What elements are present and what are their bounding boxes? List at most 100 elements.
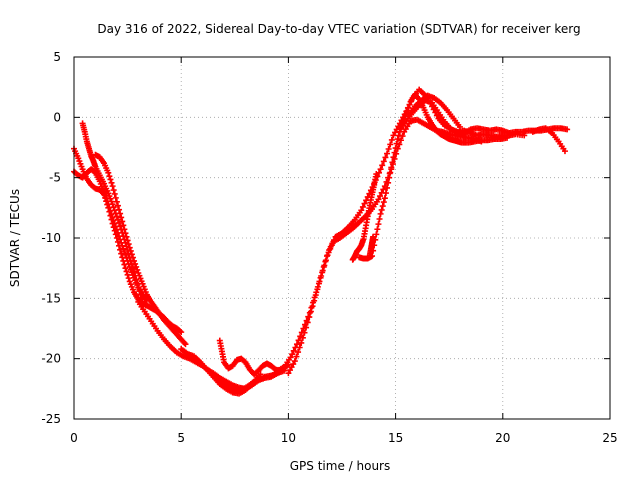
data-point-marker xyxy=(114,202,121,209)
data-point-marker xyxy=(110,204,117,211)
data-point-marker xyxy=(456,123,463,130)
data-point-marker xyxy=(304,319,311,326)
data-point-marker xyxy=(309,303,316,310)
series-sat-track-4 xyxy=(92,151,189,348)
data-point-marker xyxy=(122,251,129,258)
data-point-marker xyxy=(377,210,384,217)
data-point-marker xyxy=(295,349,302,356)
data-point-marker xyxy=(137,291,144,298)
data-point-marker xyxy=(116,206,123,213)
data-point-marker xyxy=(378,206,385,213)
x-axis-title: GPS time / hours xyxy=(290,459,391,473)
data-point-marker xyxy=(109,214,116,221)
data-point-marker xyxy=(293,341,300,348)
data-point-marker xyxy=(374,226,381,233)
data-point-marker xyxy=(129,265,136,272)
x-tick-label: 10 xyxy=(281,431,296,445)
series-sat-track-15 xyxy=(529,125,568,155)
data-point-marker xyxy=(327,245,334,252)
data-point-marker xyxy=(296,344,303,351)
data-point-marker xyxy=(379,203,386,210)
data-point-marker xyxy=(406,101,413,108)
data-point-marker xyxy=(388,164,395,171)
data-point-marker xyxy=(320,263,327,270)
data-point-marker xyxy=(380,158,387,165)
data-point-marker xyxy=(375,221,382,228)
data-point-marker xyxy=(257,371,264,378)
data-point-marker xyxy=(387,141,394,148)
data-point-marker xyxy=(315,280,322,287)
data-point-marker xyxy=(285,370,292,377)
x-tick-label: 20 xyxy=(495,431,510,445)
data-point-marker xyxy=(384,184,391,191)
y-axis-title: SDTVAR / TECUs xyxy=(8,189,22,287)
data-point-marker xyxy=(123,233,130,240)
data-point-marker xyxy=(504,134,511,141)
data-point-marker xyxy=(132,260,139,267)
series-layer xyxy=(71,86,571,397)
data-point-marker xyxy=(134,266,141,273)
data-point-marker xyxy=(129,254,136,261)
data-point-marker xyxy=(323,253,330,260)
data-point-marker xyxy=(393,140,400,147)
y-tick-label: -15 xyxy=(41,291,61,305)
data-point-marker xyxy=(290,347,297,354)
series-sat-track-7 xyxy=(216,337,283,378)
y-tick-label: -25 xyxy=(41,412,61,426)
data-point-marker xyxy=(322,258,329,265)
data-point-marker xyxy=(317,274,324,281)
data-point-marker xyxy=(131,257,138,264)
data-point-marker xyxy=(377,166,384,173)
data-point-marker xyxy=(113,213,120,220)
data-point-marker xyxy=(376,215,383,222)
data-point-marker xyxy=(116,219,123,226)
data-point-marker xyxy=(307,308,314,315)
data-point-marker xyxy=(122,265,129,272)
data-point-marker xyxy=(108,179,115,186)
data-point-marker xyxy=(128,251,135,258)
data-point-marker xyxy=(388,136,395,143)
series-sat-track-5 xyxy=(135,298,264,394)
data-point-marker xyxy=(182,341,189,348)
series-sat-track-11 xyxy=(356,91,511,262)
data-point-marker xyxy=(109,183,116,190)
data-point-marker xyxy=(375,196,382,203)
data-point-marker xyxy=(118,250,125,257)
plot-frame xyxy=(73,56,611,420)
series-line xyxy=(137,301,262,391)
data-point-marker xyxy=(114,216,121,223)
data-point-marker xyxy=(387,169,394,176)
x-tick-label: 15 xyxy=(388,431,403,445)
data-point-marker xyxy=(108,211,115,218)
data-point-marker xyxy=(120,245,127,252)
y-tick-label: -20 xyxy=(41,352,61,366)
data-point-marker xyxy=(306,314,313,321)
data-point-marker xyxy=(314,286,321,293)
x-tick-label: 25 xyxy=(602,431,617,445)
chart-title: Day 316 of 2022, Sidereal Day-to-day VTE… xyxy=(97,22,580,36)
data-point-marker xyxy=(136,288,143,295)
data-point-marker xyxy=(118,214,125,221)
data-point-marker xyxy=(392,145,399,152)
data-point-marker xyxy=(382,154,389,161)
data-point-marker xyxy=(319,269,326,276)
series-sat-track-12 xyxy=(349,171,380,263)
data-point-marker xyxy=(380,199,387,206)
data-point-marker xyxy=(91,168,98,175)
data-point-marker xyxy=(121,226,128,233)
data-point-marker xyxy=(385,179,392,186)
data-point-marker xyxy=(131,268,138,275)
data-point-marker xyxy=(133,276,140,283)
data-point-marker xyxy=(373,231,380,238)
data-point-marker xyxy=(394,136,401,143)
x-tick-label: 5 xyxy=(177,431,185,445)
data-point-marker xyxy=(177,328,184,335)
series-sat-track-16 xyxy=(405,92,463,130)
data-point-marker xyxy=(125,275,132,282)
data-point-marker xyxy=(389,159,396,166)
data-point-marker xyxy=(111,190,118,197)
data-point-marker xyxy=(121,248,128,255)
data-point-marker xyxy=(298,339,305,346)
